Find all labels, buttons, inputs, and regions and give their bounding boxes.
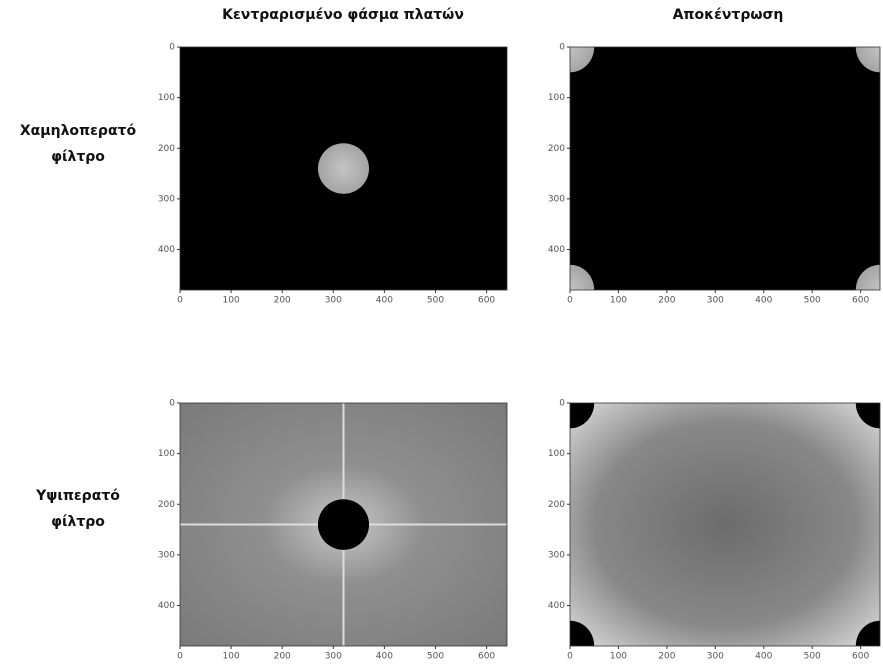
y-tick-label: 400 bbox=[548, 601, 565, 611]
x-tick-label: 0 bbox=[567, 296, 573, 306]
figure: Κεντραρισμένο φάσμα πλατών Αποκέντρωση Χ… bbox=[0, 0, 883, 664]
x-tick-label: 300 bbox=[707, 296, 724, 306]
x-tick-label: 200 bbox=[274, 296, 291, 306]
panel-image bbox=[180, 47, 507, 290]
x-tick-label: 0 bbox=[177, 296, 183, 306]
panel-image bbox=[546, 22, 883, 316]
x-tick-label: 400 bbox=[376, 652, 393, 662]
row-label: Χαμηλοπερατό bbox=[20, 123, 137, 139]
y-tick-label: 400 bbox=[158, 245, 175, 255]
x-tick-label: 200 bbox=[658, 652, 675, 662]
panel-image bbox=[180, 403, 507, 646]
x-tick-label: 100 bbox=[223, 296, 240, 306]
x-tick-label: 0 bbox=[567, 652, 573, 662]
row-label: φίλτρο bbox=[51, 149, 105, 165]
x-tick-label: 0 bbox=[177, 652, 183, 662]
y-tick-label: 400 bbox=[548, 245, 565, 255]
x-tick-label: 300 bbox=[325, 652, 342, 662]
y-tick-label: 300 bbox=[548, 550, 565, 560]
x-tick-label: 600 bbox=[852, 296, 869, 306]
x-tick-label: 500 bbox=[427, 296, 444, 306]
y-tick-label: 100 bbox=[158, 449, 175, 459]
y-tick-label: 200 bbox=[158, 144, 175, 154]
y-tick-label: 200 bbox=[158, 500, 175, 510]
y-tick-label: 200 bbox=[548, 144, 565, 154]
x-tick-label: 300 bbox=[707, 652, 724, 662]
image-background bbox=[570, 403, 880, 646]
x-tick-label: 200 bbox=[274, 652, 291, 662]
column-title: Αποκέντρωση bbox=[673, 7, 784, 23]
x-tick-label: 300 bbox=[325, 296, 342, 306]
y-tick-label: 0 bbox=[559, 399, 565, 409]
y-tick-label: 300 bbox=[158, 550, 175, 560]
column-title: Κεντραρισμένο φάσμα πλατών bbox=[222, 7, 464, 23]
y-tick-label: 300 bbox=[158, 194, 175, 204]
y-tick-label: 0 bbox=[169, 399, 175, 409]
x-tick-label: 400 bbox=[755, 296, 772, 306]
x-tick-label: 200 bbox=[658, 296, 675, 306]
x-tick-label: 600 bbox=[852, 652, 869, 662]
x-tick-label: 100 bbox=[610, 652, 627, 662]
y-tick-label: 400 bbox=[158, 601, 175, 611]
x-tick-label: 400 bbox=[376, 296, 393, 306]
x-tick-label: 500 bbox=[804, 296, 821, 306]
y-tick-label: 0 bbox=[559, 43, 565, 53]
filter-disc bbox=[318, 499, 369, 550]
y-tick-label: 200 bbox=[548, 500, 565, 510]
x-tick-label: 400 bbox=[755, 652, 772, 662]
y-tick-label: 100 bbox=[158, 93, 175, 103]
x-tick-label: 500 bbox=[427, 652, 444, 662]
x-tick-label: 600 bbox=[478, 296, 495, 306]
y-tick-label: 300 bbox=[548, 194, 565, 204]
row-label: Υψιπερατό bbox=[35, 488, 120, 504]
y-tick-label: 100 bbox=[548, 93, 565, 103]
row-label: φίλτρο bbox=[51, 514, 105, 530]
x-tick-label: 500 bbox=[804, 652, 821, 662]
x-tick-label: 100 bbox=[610, 296, 627, 306]
filter-disc bbox=[318, 143, 369, 194]
image-background bbox=[570, 47, 880, 290]
y-tick-label: 0 bbox=[169, 43, 175, 53]
y-tick-label: 100 bbox=[548, 449, 565, 459]
panel-image bbox=[546, 378, 883, 664]
x-tick-label: 100 bbox=[223, 652, 240, 662]
x-tick-label: 600 bbox=[478, 652, 495, 662]
